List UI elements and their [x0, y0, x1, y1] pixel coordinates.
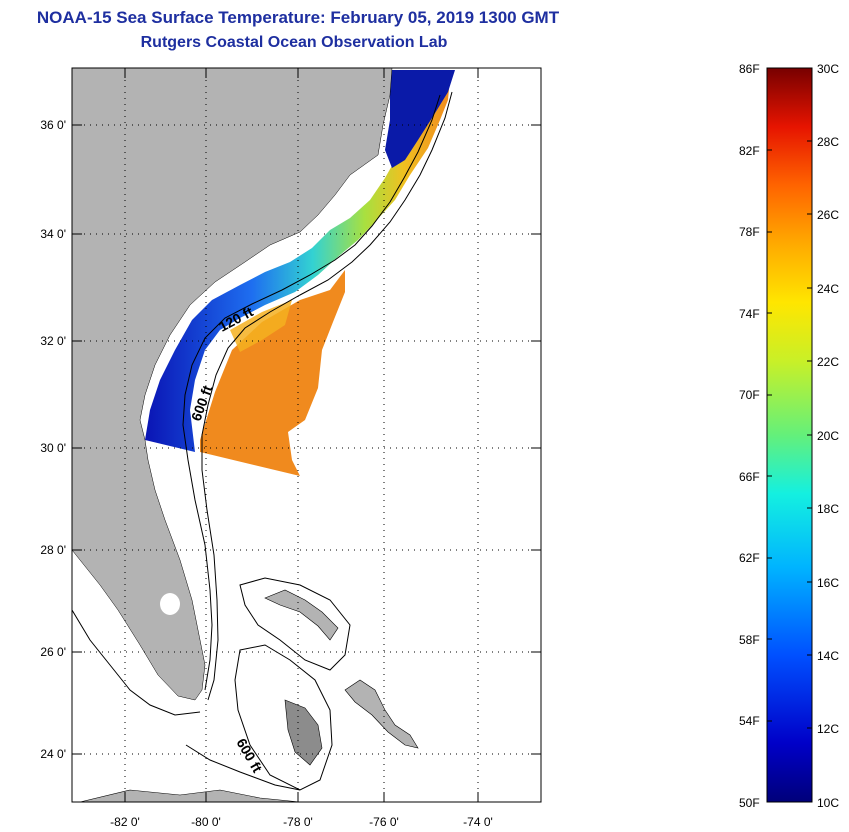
warm-sst-light	[230, 300, 292, 352]
contour-120ft	[182, 94, 441, 691]
cbar-f-50: 50F	[739, 796, 760, 810]
contour-cuba-shelf	[185, 744, 301, 791]
lon-label-80: -80 0'	[191, 815, 221, 829]
bahamas-abaco	[264, 589, 339, 641]
contour-bahamas-outer	[239, 577, 351, 671]
cuba-north-coast	[79, 789, 301, 802]
contour-florida-keys	[72, 609, 201, 716]
lat-label-26: 26 0'	[40, 645, 66, 659]
cbar-f-82: 82F	[739, 144, 760, 158]
cbar-f-74: 74F	[739, 307, 760, 321]
bahamas-andros	[284, 699, 323, 766]
cbar-c-14: 14C	[817, 649, 840, 663]
cbar-f-62: 62F	[739, 551, 760, 565]
frame-ticks	[72, 68, 541, 802]
map-subtitle: Rutgers Coastal Ocean Observation Lab	[140, 34, 448, 51]
colorbar-ticks	[767, 140, 812, 729]
cbar-c-24: 24C	[817, 282, 840, 296]
colorbar	[766, 67, 813, 803]
lat-label-34: 34 0'	[40, 227, 66, 241]
graticule	[72, 68, 541, 802]
cbar-f-54: 54F	[739, 714, 760, 728]
warm-sst-region	[200, 270, 345, 476]
land-us-mainland	[72, 68, 393, 701]
cbar-c-12: 12C	[817, 722, 840, 736]
lon-label-78: -78 0'	[283, 815, 313, 829]
lon-label-82: -82 0'	[110, 815, 140, 829]
contour-bahamas-south	[234, 644, 333, 791]
cbar-f-86: 86F	[739, 62, 760, 76]
lat-label-30: 30 0'	[40, 441, 66, 455]
bahamas-eleuthera	[344, 679, 419, 749]
lon-label-74: -74 0'	[463, 815, 493, 829]
cbar-f-66: 66F	[739, 470, 760, 484]
cbar-f-70: 70F	[739, 388, 760, 402]
cbar-c-28: 28C	[817, 135, 840, 149]
map-title: NOAA-15 Sea Surface Temperature: Februar…	[36, 8, 560, 27]
map-frame	[71, 67, 542, 803]
cbar-c-30: 30C	[817, 62, 840, 76]
lat-label-36: 36 0'	[40, 118, 66, 132]
cbar-c-18: 18C	[817, 502, 840, 516]
cbar-c-22: 22C	[817, 355, 840, 369]
cold-sst-north	[385, 70, 455, 168]
cbar-c-10: 10C	[817, 796, 840, 810]
cbar-f-58: 58F	[739, 633, 760, 647]
contour-600ft	[201, 91, 453, 701]
cbar-c-16: 16C	[817, 576, 840, 590]
coastal-sst-band	[145, 78, 450, 452]
lon-label-76: -76 0'	[369, 815, 399, 829]
lake-okeechobee	[160, 593, 180, 615]
cbar-f-78: 78F	[739, 225, 760, 239]
lat-label-24: 24 0'	[40, 747, 66, 761]
lat-label-28: 28 0'	[40, 543, 66, 557]
cbar-c-26: 26C	[817, 208, 840, 222]
cbar-c-20: 20C	[817, 429, 840, 443]
lat-label-32: 32 0'	[40, 334, 66, 348]
